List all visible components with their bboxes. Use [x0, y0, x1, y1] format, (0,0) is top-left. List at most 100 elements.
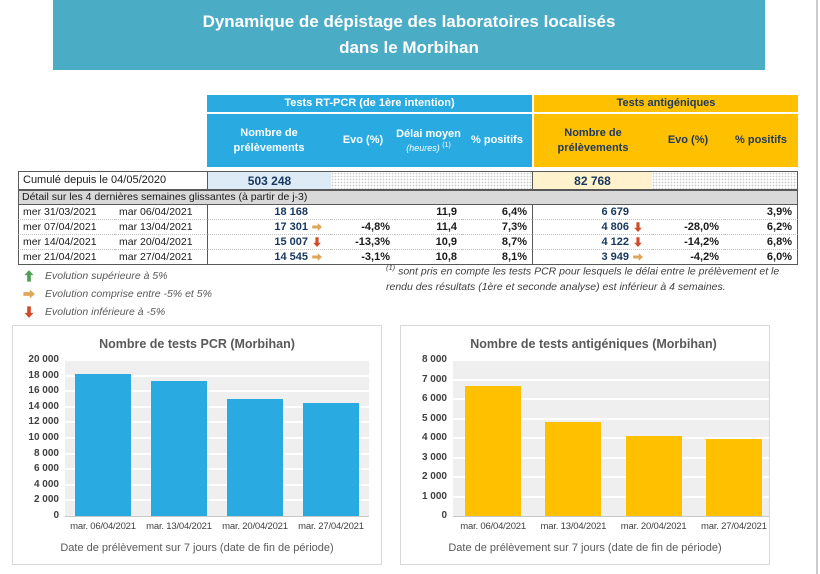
- legend-label: Evolution inférieure à -5%: [45, 305, 166, 318]
- page-edge-line: [816, 0, 818, 574]
- bar-mar. 27/04/2021: [705, 439, 762, 516]
- row-3-ag-positifs: 6,0%: [724, 250, 798, 265]
- col-header-pcr-evo: Evo (%): [331, 114, 395, 167]
- gridline: [453, 456, 769, 459]
- y-axis-tick: 1 000: [421, 490, 447, 502]
- y-axis-tick: 12 000: [28, 416, 59, 428]
- trend-down-icon: [24, 305, 34, 318]
- gridline: [453, 495, 769, 498]
- col-header-pcr-count: Nombre de prélèvements: [207, 114, 331, 167]
- y-axis-tick: 2 000: [33, 494, 59, 506]
- y-axis-tick: 6 000: [33, 463, 59, 475]
- x-category-label: mar. 20/04/2021: [620, 521, 687, 532]
- row-3-delai-moyen: 10,8: [395, 250, 462, 265]
- bar-mar. 13/04/2021: [545, 422, 602, 516]
- table-corner-blank-2: [18, 114, 207, 167]
- row-0-pcr-positifs: 6,4%: [462, 205, 532, 220]
- row-1-ag-positifs: 6,2%: [724, 220, 798, 235]
- row-2-delai-moyen: 10,9: [395, 235, 462, 250]
- bar-mar. 06/04/2021: [75, 374, 131, 516]
- row-2-pcr-positifs: 8,7%: [462, 235, 532, 250]
- bar-mar. 27/04/2021: [303, 402, 359, 516]
- col-header-delai: Délai moyen (heures) (1): [395, 114, 462, 167]
- row-0-start-date: mer 31/03/2021: [18, 205, 115, 220]
- row-3-pcr-evo: -3,1%: [331, 250, 395, 265]
- row-0-ag-count: 6 679: [532, 205, 652, 220]
- row-1-ag-evo: -28,0%: [652, 220, 724, 235]
- trend-flat-icon: [633, 253, 644, 261]
- y-axis-tick: 16 000: [28, 385, 59, 397]
- x-category-label: mar. 27/04/2021: [701, 521, 767, 532]
- y-axis-tick: 20 000: [28, 354, 59, 365]
- trend-legend: Evolution supérieure à 5% Evolution compr…: [22, 267, 212, 321]
- x-category-label: mar. 13/04/2021: [146, 521, 212, 532]
- row-1-pcr-count: 17 301: [207, 220, 331, 235]
- legend-label: Evolution comprise entre -5% et 5%: [45, 287, 212, 300]
- cumul-ag-total: 82 768: [532, 171, 652, 190]
- x-category-label: mar. 20/04/2021: [222, 521, 288, 532]
- pcr-chart-title: Nombre de tests PCR (Morbihan): [99, 337, 295, 351]
- trend-up-icon: [24, 269, 34, 282]
- y-axis-tick: 18 000: [28, 369, 59, 381]
- y-axis-tick: 14 000: [28, 400, 59, 412]
- gridline: [65, 374, 369, 377]
- row-3-pcr-positifs: 8,1%: [462, 250, 532, 265]
- row-0-ag-evo: [652, 205, 724, 220]
- y-axis-tick: 4 000: [33, 478, 59, 490]
- legend-item-flat: Evolution comprise entre -5% et 5%: [22, 285, 212, 302]
- y-axis-tick: 8 000: [33, 447, 59, 459]
- row-0-end-date: mar 06/04/2021: [115, 205, 207, 220]
- row-2-pcr-evo: -13,3%: [331, 235, 395, 250]
- y-axis-tick: 7 000: [421, 373, 447, 385]
- row-1-start-date: mer 07/04/2021: [18, 220, 115, 235]
- y-axis-tick: 6 000: [421, 393, 447, 404]
- col-header-ag-evo: Evo (%): [652, 114, 724, 167]
- legend-item-up: Evolution supérieure à 5%: [22, 267, 212, 284]
- row-1-ag-count: 4 806: [532, 220, 652, 235]
- report-title-banner: Dynamique de dépistage des laboratoires …: [53, 0, 765, 70]
- gridline: [453, 476, 769, 478]
- testing-table: Tests RT-PCR (de 1ère intention) Tests a…: [18, 95, 798, 265]
- gridline: [65, 452, 369, 455]
- antigenic-chart-xlabel: Date de prélèvement sur 7 jours (date de…: [448, 542, 722, 554]
- footnote-sup: (1): [386, 263, 396, 272]
- bar-mar. 13/04/2021: [151, 381, 207, 516]
- detail-band: Détail sur les 4 dernières semaines glis…: [18, 190, 798, 205]
- gridline: [453, 378, 769, 381]
- gridline: [453, 359, 769, 361]
- footnote-text: sont pris en compte les tests PCR pour l…: [386, 265, 780, 293]
- cumul-pcr-total: 503 248: [207, 171, 331, 190]
- trend-flat-icon: [312, 253, 323, 261]
- gridline: [65, 390, 369, 393]
- row-2-start-date: mer 14/04/2021: [18, 235, 115, 250]
- cumul-row-label: Cumulé depuis le 04/05/2020: [18, 171, 207, 190]
- row-0-pcr-evo: [331, 205, 395, 220]
- row-3-pcr-count: 14 545: [207, 250, 331, 265]
- trend-down-icon: [634, 237, 642, 248]
- gridline: [65, 468, 369, 471]
- pcr-section-header: Tests RT-PCR (de 1ère intention): [207, 95, 532, 114]
- row-1-pcr-evo: -4,8%: [331, 220, 395, 235]
- trend-flat-icon: [312, 223, 323, 231]
- plot-area: [65, 359, 369, 517]
- gridline: [453, 437, 769, 439]
- y-axis-tick: 0: [441, 510, 447, 521]
- antigenic-chart-plot: 0 1 000 2 000 3 000 4 000 5 000 6 000 7 000 8 00…: [401, 354, 769, 538]
- pcr-chart-plot: 0 2 000 4 000 6 000 8 000 10 000 12 000 14 000 1…: [13, 354, 381, 538]
- row-2-ag-evo: -14,2%: [652, 235, 724, 250]
- gridline: [65, 405, 369, 408]
- legend-label: Evolution supérieure à 5%: [45, 269, 168, 282]
- row-3-end-date: mar 27/04/2021: [115, 250, 207, 265]
- y-axis-tick: 2 000: [421, 471, 447, 482]
- y-axis-tick: 5 000: [421, 412, 447, 424]
- x-category-label: mar. 06/04/2021: [70, 521, 136, 532]
- row-3-ag-count: 3 949: [532, 250, 652, 265]
- y-axis-tick: 10 000: [28, 432, 59, 443]
- gridline: [65, 437, 369, 439]
- row-0-ag-positifs: 3,9%: [724, 205, 798, 220]
- row-2-pcr-count: 15 007: [207, 235, 331, 250]
- cumul-ag-filler: [652, 171, 798, 190]
- y-axis-tick: 0: [53, 510, 59, 521]
- legend-item-down: Evolution inférieure à -5%: [22, 303, 212, 320]
- table-corner-blank: [18, 95, 207, 114]
